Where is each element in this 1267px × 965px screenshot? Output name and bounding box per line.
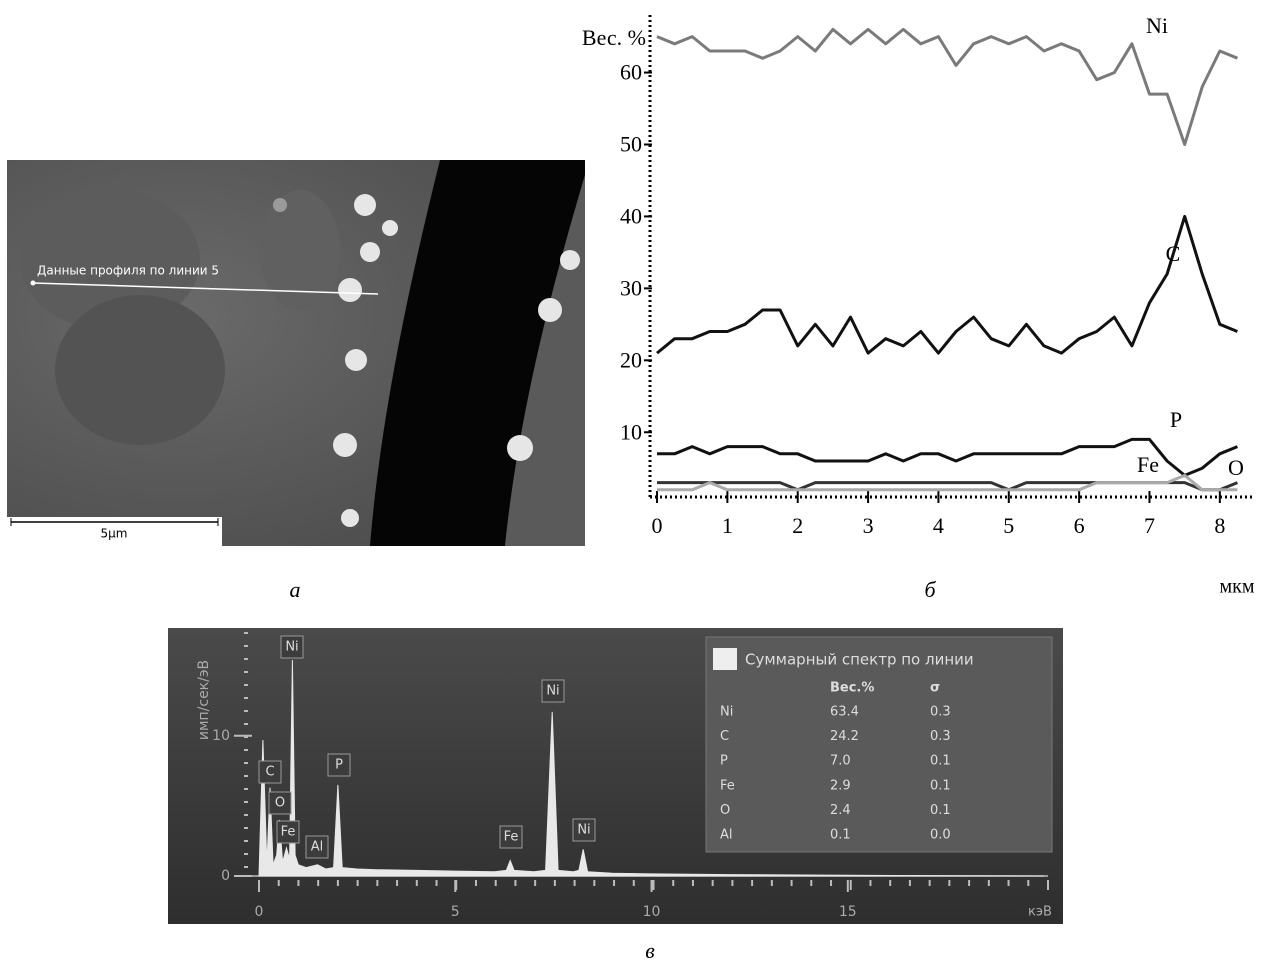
- table-cell: 2.9: [830, 778, 851, 793]
- table-header: Вес.%: [830, 681, 874, 696]
- series-label: Ni: [1146, 13, 1168, 38]
- peak-label-box: [327, 753, 351, 777]
- peak-label-box: [305, 835, 329, 859]
- x-tick-label: 1: [722, 513, 733, 538]
- table-cell: Fe: [720, 778, 735, 793]
- series-line: [656, 27, 1238, 146]
- peak-label-box: [268, 791, 292, 815]
- x-tick-label: 3: [863, 513, 874, 538]
- spectrum: [258, 659, 1045, 877]
- series-line: [657, 437, 1238, 477]
- panel-label: в: [645, 938, 655, 963]
- series-line: [656, 214, 1238, 355]
- x-tick-label: 10: [643, 904, 661, 920]
- peak-label-box: [541, 679, 565, 703]
- panel-label: а: [290, 577, 301, 602]
- series-label: Fe: [1137, 452, 1159, 477]
- table-cell: 63.4: [830, 705, 859, 720]
- peak-label: Al: [311, 840, 324, 855]
- table-cell: 0.3: [930, 729, 951, 744]
- table-cell: 0.1: [930, 803, 951, 818]
- y-axis-title: Вес. %: [582, 25, 646, 50]
- table-cell: 7.0: [830, 754, 851, 769]
- table-cell: 0.1: [930, 778, 951, 793]
- table-cell: Al: [720, 828, 733, 843]
- legend-box: [705, 636, 1053, 853]
- profile-line-label: Данные профиля по линии 5: [37, 264, 219, 278]
- table-header: σ: [930, 681, 940, 696]
- peak-label-box: [258, 760, 282, 784]
- series-label: P: [1170, 407, 1182, 432]
- x-tick-label: 15: [839, 904, 857, 920]
- y-tick-label: 10: [620, 419, 642, 444]
- y-axis-title: имп/сек/эВ: [196, 660, 212, 740]
- series-line: [657, 473, 1238, 492]
- series-label: C: [1166, 241, 1181, 266]
- table-cell: O: [720, 803, 730, 818]
- legend-swatch: [713, 648, 737, 670]
- y-tick-label: 60: [620, 60, 642, 85]
- table-cell: Ni: [720, 705, 733, 720]
- peak-label: Ni: [285, 640, 298, 655]
- peak-label: O: [275, 796, 285, 811]
- x-axis-title: мкм: [1219, 576, 1254, 598]
- peak-label: Fe: [504, 830, 519, 845]
- x-tick-label: 7: [1144, 513, 1155, 538]
- peak-label: Fe: [281, 825, 296, 840]
- y-tick-label: 30: [620, 275, 642, 300]
- peak-label: Ni: [577, 823, 590, 838]
- sem-image: [7, 160, 585, 546]
- legend-title: Суммарный спектр по линии: [745, 651, 974, 669]
- table-cell: 2.4: [830, 803, 851, 818]
- x-tick-label: 2: [792, 513, 803, 538]
- y-tick-label: 20: [620, 347, 642, 372]
- y-tick-label: 50: [620, 132, 642, 157]
- table-cell: 24.2: [830, 729, 859, 744]
- peak-label: Ni: [546, 684, 559, 699]
- panel-label: б: [924, 577, 936, 602]
- y-tick-label: 40: [620, 203, 642, 228]
- table-cell: C: [720, 729, 729, 744]
- x-tick-label: 0: [652, 513, 663, 538]
- x-tick-label: 5: [451, 904, 460, 920]
- table-cell: P: [720, 754, 728, 769]
- y-tick-label: 10: [212, 728, 230, 744]
- table-cell: 0.3: [930, 705, 951, 720]
- table-cell: 0.1: [830, 828, 851, 843]
- y-tick-label: 0: [221, 868, 230, 884]
- series-label: O: [1228, 455, 1244, 480]
- table-cell: 0.0: [930, 828, 951, 843]
- x-axis-title: кэВ: [1028, 905, 1052, 920]
- x-tick-label: 0: [255, 904, 264, 920]
- peak-label: C: [265, 765, 274, 780]
- x-tick-label: 4: [933, 513, 944, 538]
- peak-label-box: [280, 635, 304, 659]
- x-tick-label: 5: [1003, 513, 1014, 538]
- peak-label: P: [335, 758, 343, 773]
- peak-label-box: [572, 818, 596, 842]
- x-tick-label: 8: [1214, 513, 1225, 538]
- scale-bar-label: 5µm: [101, 527, 128, 541]
- x-tick-label: 6: [1074, 513, 1085, 538]
- table-cell: 0.1: [930, 754, 951, 769]
- peak-label-box: [499, 825, 523, 849]
- peak-label-box: [276, 820, 300, 844]
